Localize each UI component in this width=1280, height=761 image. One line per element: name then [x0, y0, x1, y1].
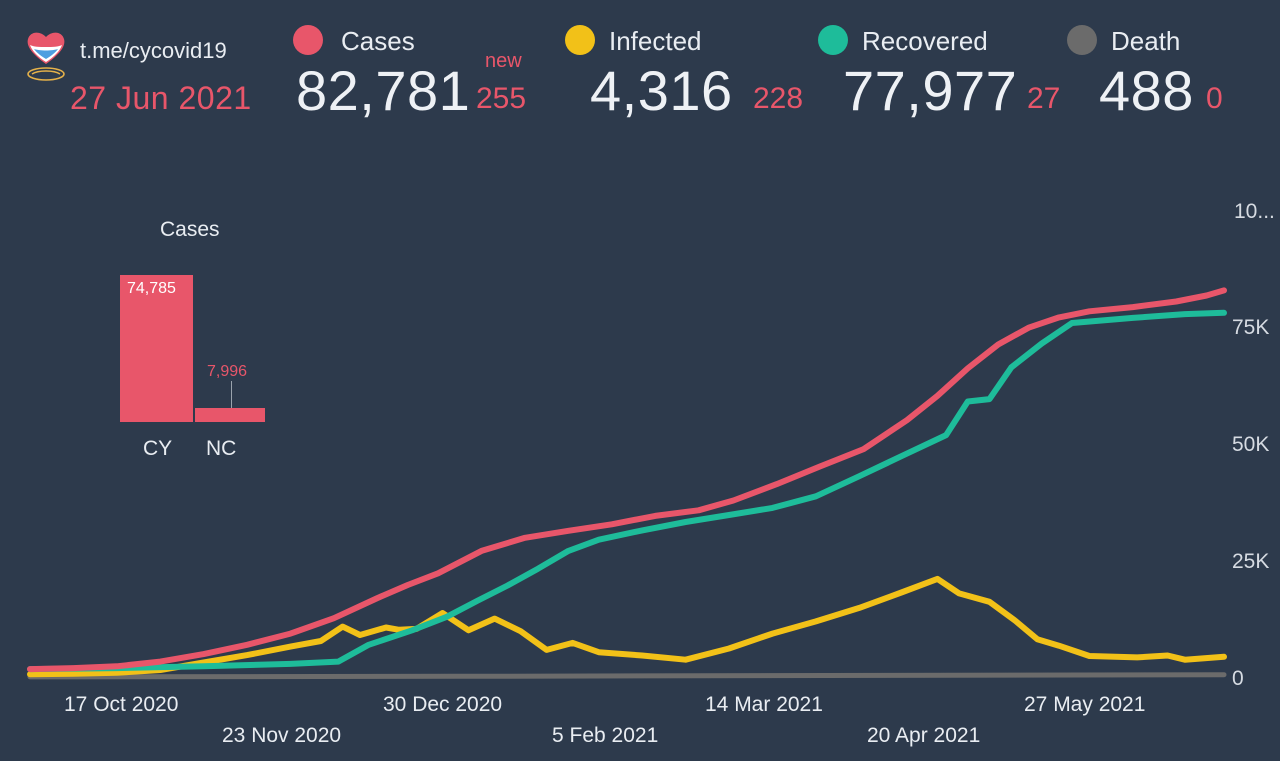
- cases-dot-icon: [293, 25, 323, 55]
- recovered-label: Recovered: [862, 26, 988, 56]
- y-tick-25k: 25K: [1232, 550, 1270, 573]
- death-label: Death: [1111, 26, 1181, 56]
- infected-label: Infected: [609, 26, 702, 56]
- y-tick-0: 0: [1232, 667, 1244, 690]
- cyprus-heart-logo-icon: [24, 28, 68, 82]
- x-tick-14mar: 14 Mar 2021: [705, 693, 823, 716]
- series-line-infected: [27, 575, 1227, 678]
- series-line-death: [27, 672, 1227, 680]
- cases-new: 255: [476, 82, 527, 115]
- telegram-handle[interactable]: t.me/cycovid19: [80, 38, 227, 63]
- bar-nc-leader: [231, 381, 232, 408]
- x-tick-20apr: 20 Apr 2021: [867, 724, 981, 747]
- death-dot-icon: [1067, 25, 1097, 55]
- new-caption: new: [485, 50, 522, 72]
- series-line-cases: [27, 287, 1227, 673]
- cases-total: 82,781: [296, 59, 471, 122]
- bar-cy-value: 74,785: [127, 280, 176, 297]
- bar-nc-value: 7,996: [207, 363, 248, 380]
- recovered-total: 77,977: [843, 59, 1018, 122]
- y-tick-100k: 10...: [1234, 200, 1275, 223]
- infected-new: 228: [753, 82, 804, 115]
- bar-cy-label: CY: [143, 437, 173, 460]
- recovered-dot-icon: [818, 25, 848, 55]
- cases-label: Cases: [341, 26, 415, 56]
- bar-cy: [120, 275, 193, 422]
- x-tick-17oct: 17 Oct 2020: [64, 693, 179, 716]
- series-line-recovered: [27, 309, 1227, 673]
- report-date: 27 Jun 2021: [70, 80, 252, 116]
- bar-nc: [195, 408, 265, 422]
- infected-dot-icon: [565, 25, 595, 55]
- recovered-new: 27: [1027, 82, 1061, 115]
- mini-chart-title: Cases: [160, 218, 220, 241]
- y-tick-75k: 75K: [1232, 316, 1270, 339]
- bar-nc-label: NC: [206, 437, 237, 460]
- x-tick-5feb: 5 Feb 2021: [552, 724, 659, 747]
- x-tick-27may: 27 May 2021: [1024, 693, 1146, 716]
- x-tick-30dec: 30 Dec 2020: [383, 693, 503, 716]
- x-tick-23nov: 23 Nov 2020: [222, 724, 342, 747]
- death-new: 0: [1206, 82, 1223, 115]
- infected-total: 4,316: [590, 59, 733, 122]
- y-tick-50k: 50K: [1232, 433, 1270, 456]
- death-total: 488: [1099, 59, 1194, 122]
